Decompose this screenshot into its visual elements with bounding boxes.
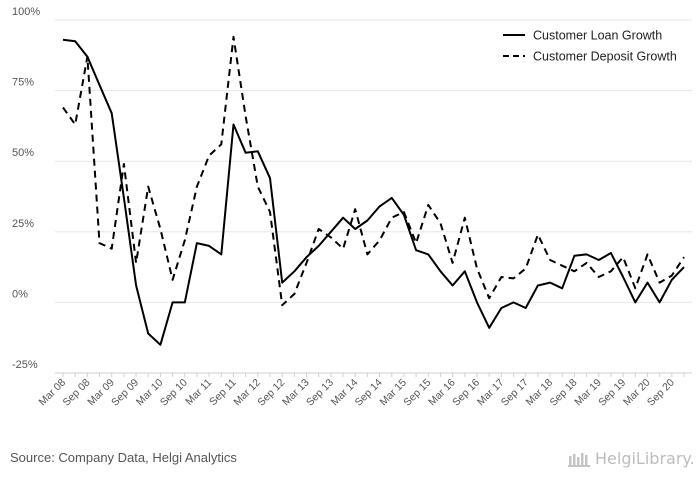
y-tick-label: 75% (12, 77, 34, 89)
y-tick-label: 0% (12, 288, 28, 300)
x-tick-label: Sep 10 (158, 377, 190, 409)
series-line-deposit-growth (62, 35, 685, 307)
y-tick-label: -25% (12, 359, 38, 371)
source-note: Source: Company Data, Helgi Analytics (10, 450, 237, 465)
x-tick-label: Sep 08 (60, 377, 92, 409)
series-line-loan-growth (62, 38, 685, 346)
x-tick-label: Sep 19 (596, 377, 628, 409)
y-tick-label: 25% (12, 218, 34, 230)
x-tick-label: Sep 09 (109, 377, 141, 409)
x-tick-label: Sep 18 (548, 377, 580, 409)
x-tick-label: Sep 13 (304, 377, 336, 409)
y-tick-label: 50% (12, 147, 34, 159)
x-tick-label: Sep 12 (255, 377, 287, 409)
grid-lines (55, 19, 692, 374)
x-tick-label: Sep 20 (645, 377, 677, 409)
x-tick-label: Sep 14 (353, 377, 385, 409)
y-axis-labels: 100% 75% 50% 25% 0% -25% (12, 6, 40, 371)
brand-logo[interactable]: HelgiLibrary. (567, 449, 695, 468)
legend: Customer Loan Growth Customer Deposit Gro… (503, 29, 677, 64)
brand-name: HelgiLibrary. (595, 449, 695, 468)
series-lines (62, 35, 685, 346)
library-icon (568, 452, 590, 467)
legend-label: Customer Deposit Growth (533, 50, 677, 64)
x-tick-label: Sep 17 (499, 377, 531, 409)
legend-label: Customer Loan Growth (533, 29, 662, 43)
x-tick-label: Sep 16 (450, 377, 482, 409)
y-tick-label: 100% (12, 6, 40, 18)
x-tick-label: Sep 15 (401, 377, 433, 409)
